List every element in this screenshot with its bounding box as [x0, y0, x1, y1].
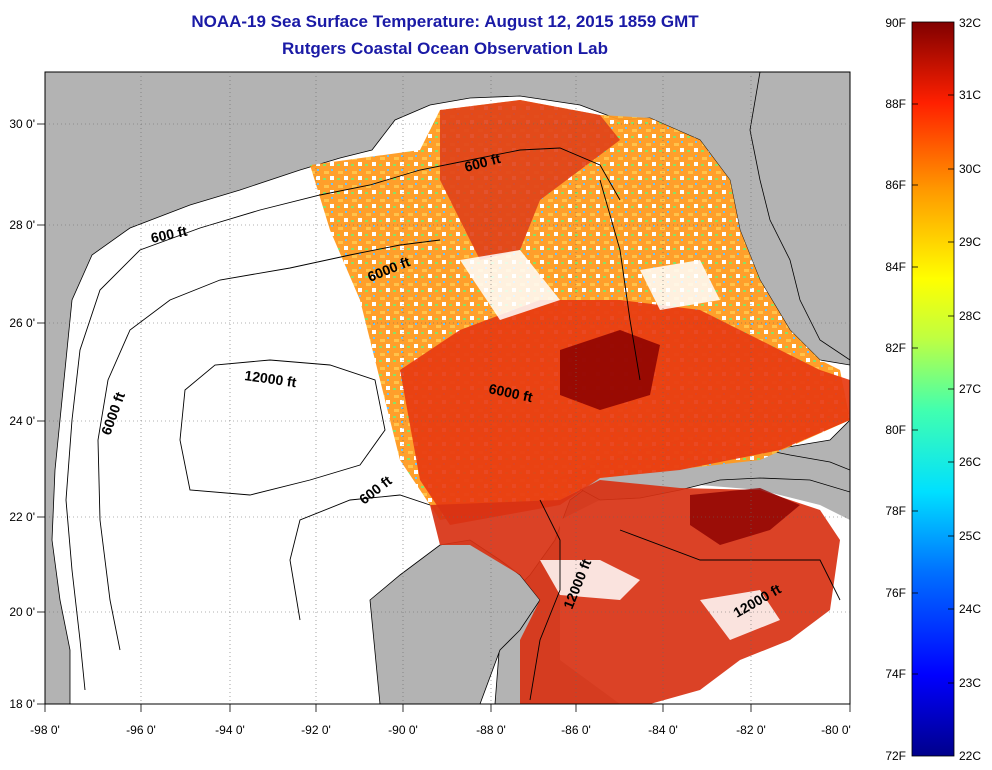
- colorbar-c-label: 24C: [959, 602, 981, 616]
- map-subtitle: Rutgers Coastal Ocean Observation Lab: [282, 39, 608, 58]
- colorbar-c-label: 29C: [959, 235, 981, 249]
- sst-swath-red-north: [440, 100, 620, 260]
- lon-label: -98 0': [30, 723, 60, 737]
- bathymetry-contours: [65, 147, 841, 701]
- axis-ticks: [37, 123, 851, 712]
- contour-florida-shelf: [599, 179, 641, 381]
- colorbar-f-label: 86F: [885, 178, 906, 192]
- lon-label: -84 0': [648, 723, 678, 737]
- lon-label: -80 0': [821, 723, 851, 737]
- map-border: [44, 71, 851, 705]
- sst-swath-red: [400, 300, 850, 525]
- contour-label-12000-c: 12000 ft: [244, 367, 298, 390]
- colorbar-c-label: 25C: [959, 529, 981, 543]
- colorbar-f-label: 76F: [885, 586, 906, 600]
- lon-label: -94 0': [215, 723, 245, 737]
- colorbar-f-label: 74F: [885, 667, 906, 681]
- lat-label: 24 0': [9, 414, 35, 428]
- colorbar-f-label: 82F: [885, 341, 906, 355]
- lon-label: -90 0': [388, 723, 418, 737]
- lat-label: 30 0': [9, 117, 35, 131]
- lon-label: -82 0': [736, 723, 766, 737]
- map-title: NOAA-19 Sea Surface Temperature: August …: [191, 12, 699, 31]
- contour-6000ft: [97, 239, 441, 651]
- colorbar-c-label: 32C: [959, 16, 981, 30]
- colorbar-c-label: 31C: [959, 88, 981, 102]
- colorbar-f-label: 72F: [885, 749, 906, 763]
- florida-land: [749, 72, 850, 361]
- contour-600ft-s: [289, 494, 431, 621]
- lat-label: 26 0': [9, 316, 35, 330]
- lat-label: 20 0': [9, 605, 35, 619]
- colorbar-f-label: 90F: [885, 16, 906, 30]
- contour-yucatan: [529, 499, 561, 701]
- lat-label: 22 0': [9, 510, 35, 524]
- colorbar-f-label: 88F: [885, 97, 906, 111]
- lon-label: -86 0': [561, 723, 591, 737]
- colorbar-c-label: 26C: [959, 455, 981, 469]
- colorbar-c-label: 22C: [959, 749, 981, 763]
- colorbar-f-label: 84F: [885, 260, 906, 274]
- graticule: [45, 72, 850, 704]
- lon-label: -96 0': [126, 723, 156, 737]
- colorbar-ticks: [912, 94, 954, 684]
- sst-white-gaps: [460, 250, 780, 640]
- contour-caribbean: [619, 529, 841, 601]
- contour-label-600-nw: 600 ft: [149, 223, 188, 246]
- contour-12000ft: [179, 359, 386, 496]
- lon-label: -92 0': [301, 723, 331, 737]
- sst-hot-cuba: [690, 488, 800, 545]
- colorbar-c-label: 23C: [959, 676, 981, 690]
- contour-600ft: [65, 147, 621, 691]
- colorbar-c-label: 30C: [959, 162, 981, 176]
- colorbar-c-label: 27C: [959, 382, 981, 396]
- colorbar-f-label: 80F: [885, 423, 906, 437]
- colorbar-c-label: 28C: [959, 309, 981, 323]
- lon-label: -88 0': [476, 723, 506, 737]
- lat-label: 18 0': [9, 697, 35, 711]
- lat-label: 28 0': [9, 218, 35, 232]
- colorbar-f-label: 78F: [885, 504, 906, 518]
- colorbar: [911, 21, 955, 757]
